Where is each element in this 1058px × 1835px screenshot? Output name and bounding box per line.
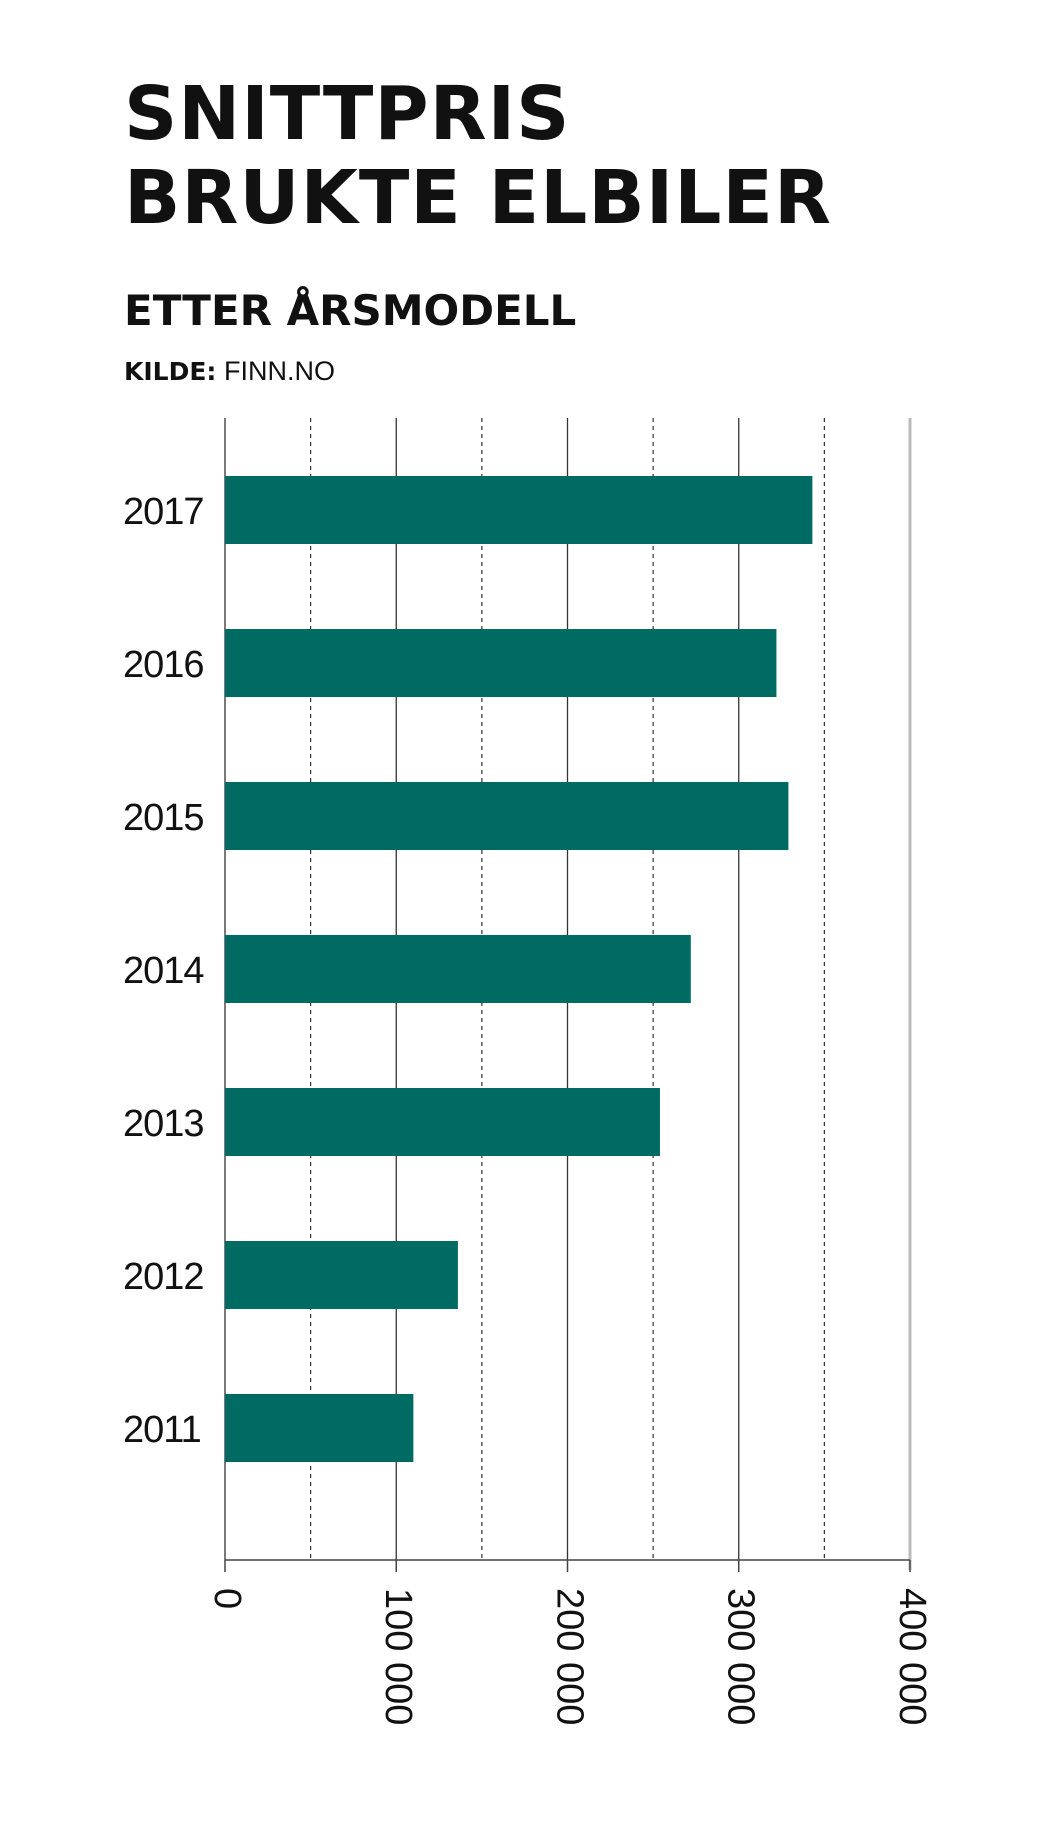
y-tick-label: 2015 (123, 797, 204, 839)
bar (225, 1394, 414, 1462)
bar (225, 935, 691, 1003)
source-label: KILDE: (124, 357, 217, 386)
chart-subtitle: ETTER ÅRSMODELL (124, 286, 577, 335)
source-value: FINN.NO (223, 356, 335, 386)
x-tick-label: 100 000 (377, 1588, 419, 1725)
source-note: KILDE: FINN.NO (124, 354, 335, 389)
bar (225, 476, 813, 544)
y-tick-label: 2011 (123, 1409, 201, 1451)
x-tick-label: 400 000 (891, 1588, 933, 1725)
y-tick-label: 2017 (123, 491, 204, 533)
bar (225, 1241, 458, 1309)
bar (225, 629, 777, 697)
x-tick-label: 200 000 (548, 1588, 590, 1725)
bar (225, 1088, 660, 1156)
y-tick-label: 2013 (123, 1103, 204, 1145)
chart-title-line-1: SNITTPRIS (124, 71, 571, 157)
chart-title-line-2: BRUKTE ELBILER (124, 155, 832, 241)
y-tick-label: 2016 (123, 644, 204, 686)
y-tick-label: 2012 (123, 1256, 204, 1298)
y-tick-label: 2014 (123, 950, 204, 992)
x-tick-label: 300 000 (720, 1588, 762, 1725)
chart-title: SNITTPRIS BRUKTE ELBILER (124, 72, 832, 240)
x-tick-label: 0 (206, 1588, 248, 1609)
bar (225, 782, 789, 850)
